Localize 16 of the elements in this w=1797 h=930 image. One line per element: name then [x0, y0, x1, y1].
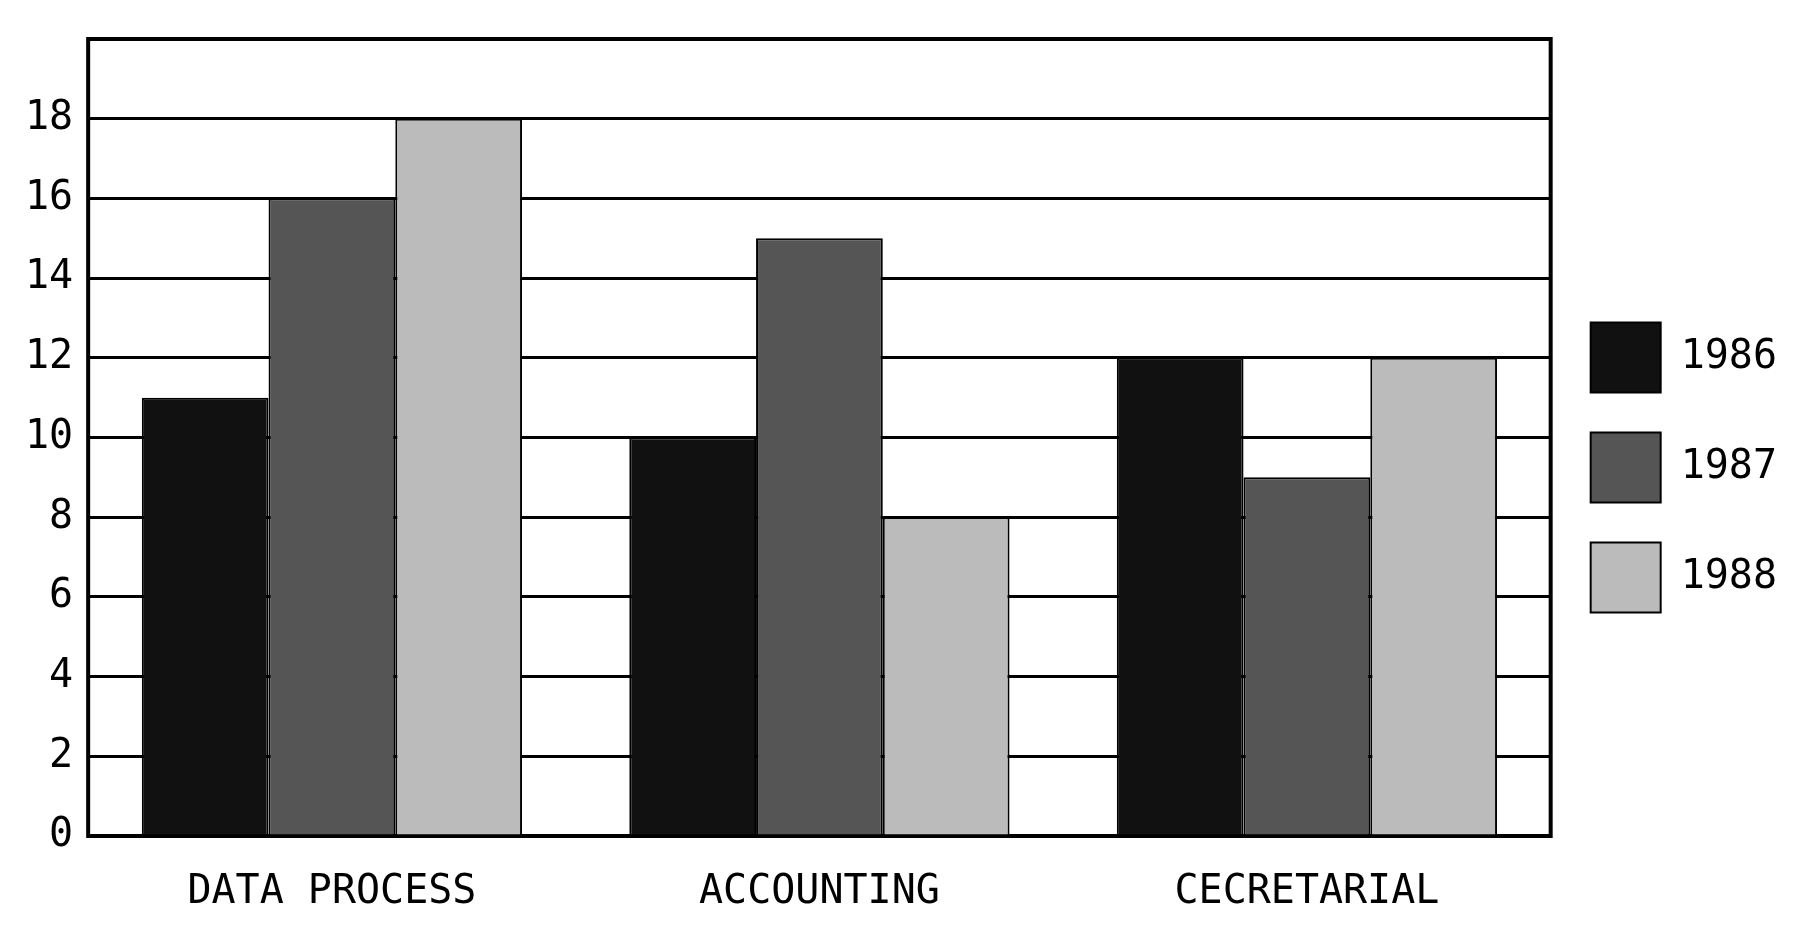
y-tick-label: 0 [49, 809, 74, 856]
legend-label: 1987 [1680, 440, 1777, 487]
y-tick-label: 18 [24, 92, 74, 139]
legend-label: 1986 [1680, 330, 1777, 377]
y-tick-label: 6 [49, 570, 74, 617]
y-tick-label: 2 [49, 729, 74, 776]
y-tick-label: 4 [49, 649, 74, 696]
x-tick-label: CECRETARIAL [1174, 866, 1440, 913]
legend-label: 1988 [1680, 550, 1777, 597]
y-tick-label: 10 [24, 410, 74, 457]
x-tick-label: ACCOUNTING [699, 866, 940, 913]
y-tick-label: 8 [49, 490, 74, 537]
x-tick-label: DATA PROCESS [187, 866, 477, 913]
y-tick-label: 12 [24, 331, 74, 378]
y-tick-label: 14 [24, 251, 74, 298]
y-tick-label: 16 [24, 171, 74, 218]
